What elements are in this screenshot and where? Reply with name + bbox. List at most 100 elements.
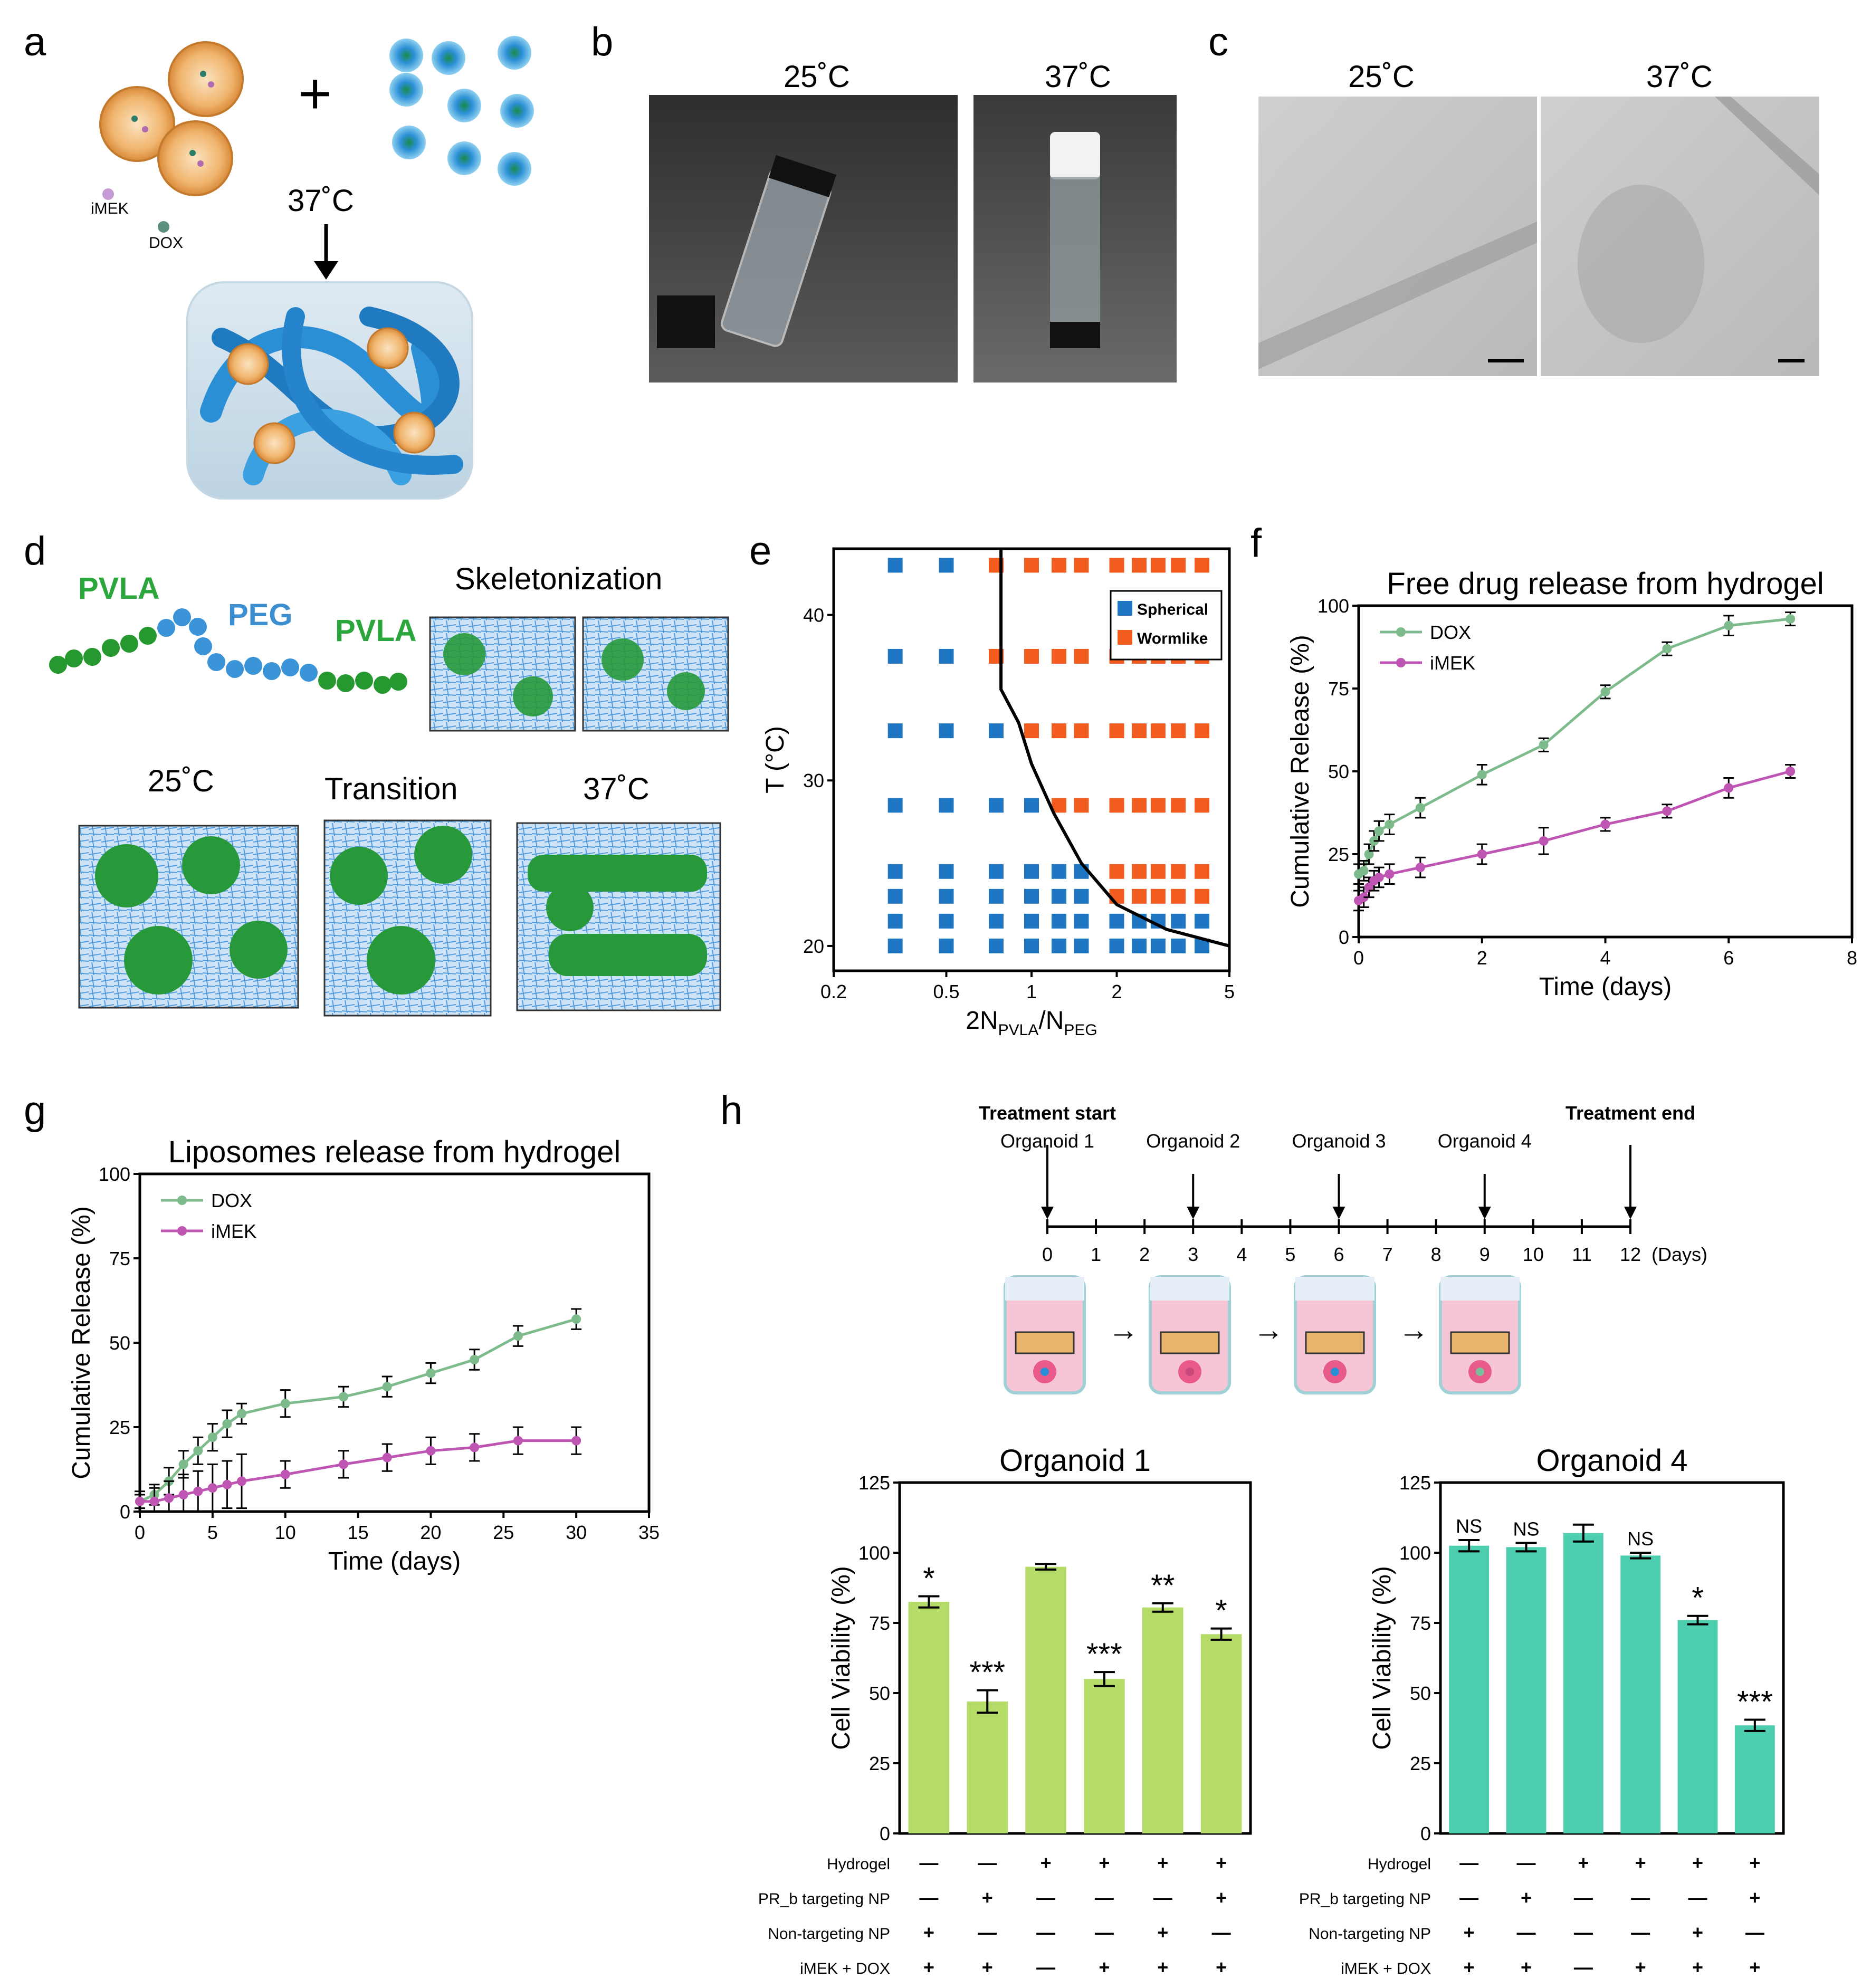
data-point xyxy=(1724,620,1734,630)
wormlike-marker xyxy=(1131,864,1147,879)
x-axis-text: 2N xyxy=(966,1007,998,1035)
x-axis-subscript: PVLA xyxy=(998,1021,1039,1039)
scale-bar-25 xyxy=(1488,359,1524,362)
liposome-release-chart: Liposomes release from hydrogel 0 5 10 15 20 2… xyxy=(68,1135,660,1575)
data-point xyxy=(470,1355,480,1364)
data-point xyxy=(135,1496,145,1506)
spherical-marker xyxy=(988,913,1004,929)
pvla-label-left: PVLA xyxy=(78,571,160,606)
condition-symbol: + xyxy=(982,1956,993,1978)
condition-symbol: + xyxy=(1521,1887,1532,1908)
condition-symbol: — xyxy=(1631,1922,1650,1943)
timeline-arrowhead-icon xyxy=(1478,1207,1491,1219)
y-tick-label: 125 xyxy=(858,1472,890,1494)
spherical-marker xyxy=(887,558,903,573)
sim-worm xyxy=(549,934,707,976)
condition-symbol: + xyxy=(1749,1956,1760,1978)
pvla-label-right: PVLA xyxy=(335,614,417,648)
timeline-organoid-label: Organoid 4 xyxy=(1438,1130,1532,1152)
plot-frame xyxy=(1439,1481,1785,1835)
peg-label: PEG xyxy=(228,598,293,632)
timeline-day-label: 0 xyxy=(1042,1244,1053,1265)
condition-symbol: — xyxy=(919,1852,938,1874)
condition-row-label: PR_b targeting NP xyxy=(758,1890,890,1908)
wormlike-marker xyxy=(1150,864,1166,879)
x-tick-label: 0.5 xyxy=(933,981,959,1002)
sim-cluster xyxy=(443,633,485,675)
data-point xyxy=(237,1409,246,1419)
data-point xyxy=(1415,803,1425,813)
data-point xyxy=(1364,849,1374,859)
well-4 xyxy=(1439,1275,1521,1394)
chart-title: Free drug release from hydrogel xyxy=(1387,567,1824,601)
sim-box-37 xyxy=(516,822,721,1011)
photo-temp-37: 37˚C xyxy=(1045,60,1111,94)
wormlike-marker xyxy=(1024,648,1039,664)
y-tick-label: 50 xyxy=(109,1332,130,1354)
gelation-temp: 37˚C xyxy=(288,184,354,218)
data-point xyxy=(571,1314,581,1324)
condition-symbol: + xyxy=(1521,1956,1532,1978)
wormlike-marker xyxy=(1195,558,1210,573)
condition-row-label: iMEK + DOX xyxy=(800,1960,890,1977)
x-tick-label: 5 xyxy=(207,1522,218,1543)
wormlike-marker xyxy=(1024,558,1039,573)
upright-vial-icon xyxy=(1050,177,1100,332)
legend-marker xyxy=(1396,627,1406,637)
data-point xyxy=(1374,872,1384,882)
flow-arrow-3: → xyxy=(1398,1313,1429,1347)
x-tick-label: 1 xyxy=(1026,981,1037,1002)
panel-label-b: b xyxy=(591,20,613,64)
bar xyxy=(967,1701,1008,1833)
x-tick-label: 6 xyxy=(1723,947,1734,969)
treatment-timeline: 0 1 2 3 4 5 6 7 8 9 10 11 12 (Days)Organoid 1Treatmen… xyxy=(979,1102,1707,1265)
imek-legend: iMEK xyxy=(91,200,129,217)
y-tick-label: 0 xyxy=(1420,1823,1431,1844)
timeline-day-label: 3 xyxy=(1188,1244,1198,1265)
condition-symbol: — xyxy=(1095,1887,1114,1908)
spherical-marker xyxy=(939,888,954,904)
y-tick-label: 0 xyxy=(120,1501,130,1523)
y-axis-label: T (°C) xyxy=(761,726,789,794)
wormlike-marker xyxy=(1150,798,1166,813)
legend-label: DOX xyxy=(1430,622,1471,643)
spherical-marker xyxy=(1131,938,1147,953)
flow-arrow-2: → xyxy=(1253,1313,1284,1347)
spherical-marker xyxy=(1024,938,1039,953)
timeline-day-label: 1 xyxy=(1091,1244,1101,1265)
y-tick-label: 0 xyxy=(880,1823,890,1844)
wormlike-marker xyxy=(1074,723,1089,739)
micelle-icons xyxy=(389,36,534,186)
spherical-marker xyxy=(1109,938,1124,953)
y-tick-label: 100 xyxy=(99,1163,130,1185)
condition-symbol: + xyxy=(1749,1887,1760,1908)
wormlike-marker xyxy=(1150,723,1166,739)
series-line-iMEK xyxy=(140,1439,577,1503)
spherical-marker xyxy=(1024,798,1039,813)
condition-row-label: Non-targeting NP xyxy=(768,1925,890,1943)
y-tick-label: 100 xyxy=(1318,595,1349,617)
polymer-chain-icon xyxy=(49,608,407,694)
skeleton-box-1 xyxy=(429,616,576,732)
wormlike-marker xyxy=(1051,558,1066,573)
x-tick-label: 0.2 xyxy=(820,981,847,1002)
panel-d-simulation: PVLA PEG PVLA Skeletonization 25˚C Trans… xyxy=(49,562,729,1017)
organoid4-viability-chart: Organoid 4 0 25 50 75 100 125 Cell Viability (%… xyxy=(1299,1444,1785,1978)
x-tick-label: 15 xyxy=(348,1522,369,1543)
data-point xyxy=(1724,783,1734,793)
spherical-marker xyxy=(988,723,1004,739)
wormlike-marker xyxy=(1131,723,1147,739)
wormlike-marker xyxy=(1109,723,1124,739)
y-tick-label: 30 xyxy=(803,770,824,791)
cryo-grid-bar-37 xyxy=(1715,97,1819,195)
panel-c-cryotem: 25˚C 37˚C xyxy=(1258,60,1819,376)
condition-symbol: — xyxy=(1095,1922,1114,1943)
data-point xyxy=(1477,849,1487,859)
data-point xyxy=(1359,866,1369,876)
bar xyxy=(1506,1547,1547,1833)
data-point xyxy=(1374,826,1384,836)
condition-symbol: + xyxy=(923,1956,934,1978)
condition-symbol: — xyxy=(1459,1887,1478,1908)
timeline-arrowhead-icon xyxy=(1332,1207,1345,1219)
